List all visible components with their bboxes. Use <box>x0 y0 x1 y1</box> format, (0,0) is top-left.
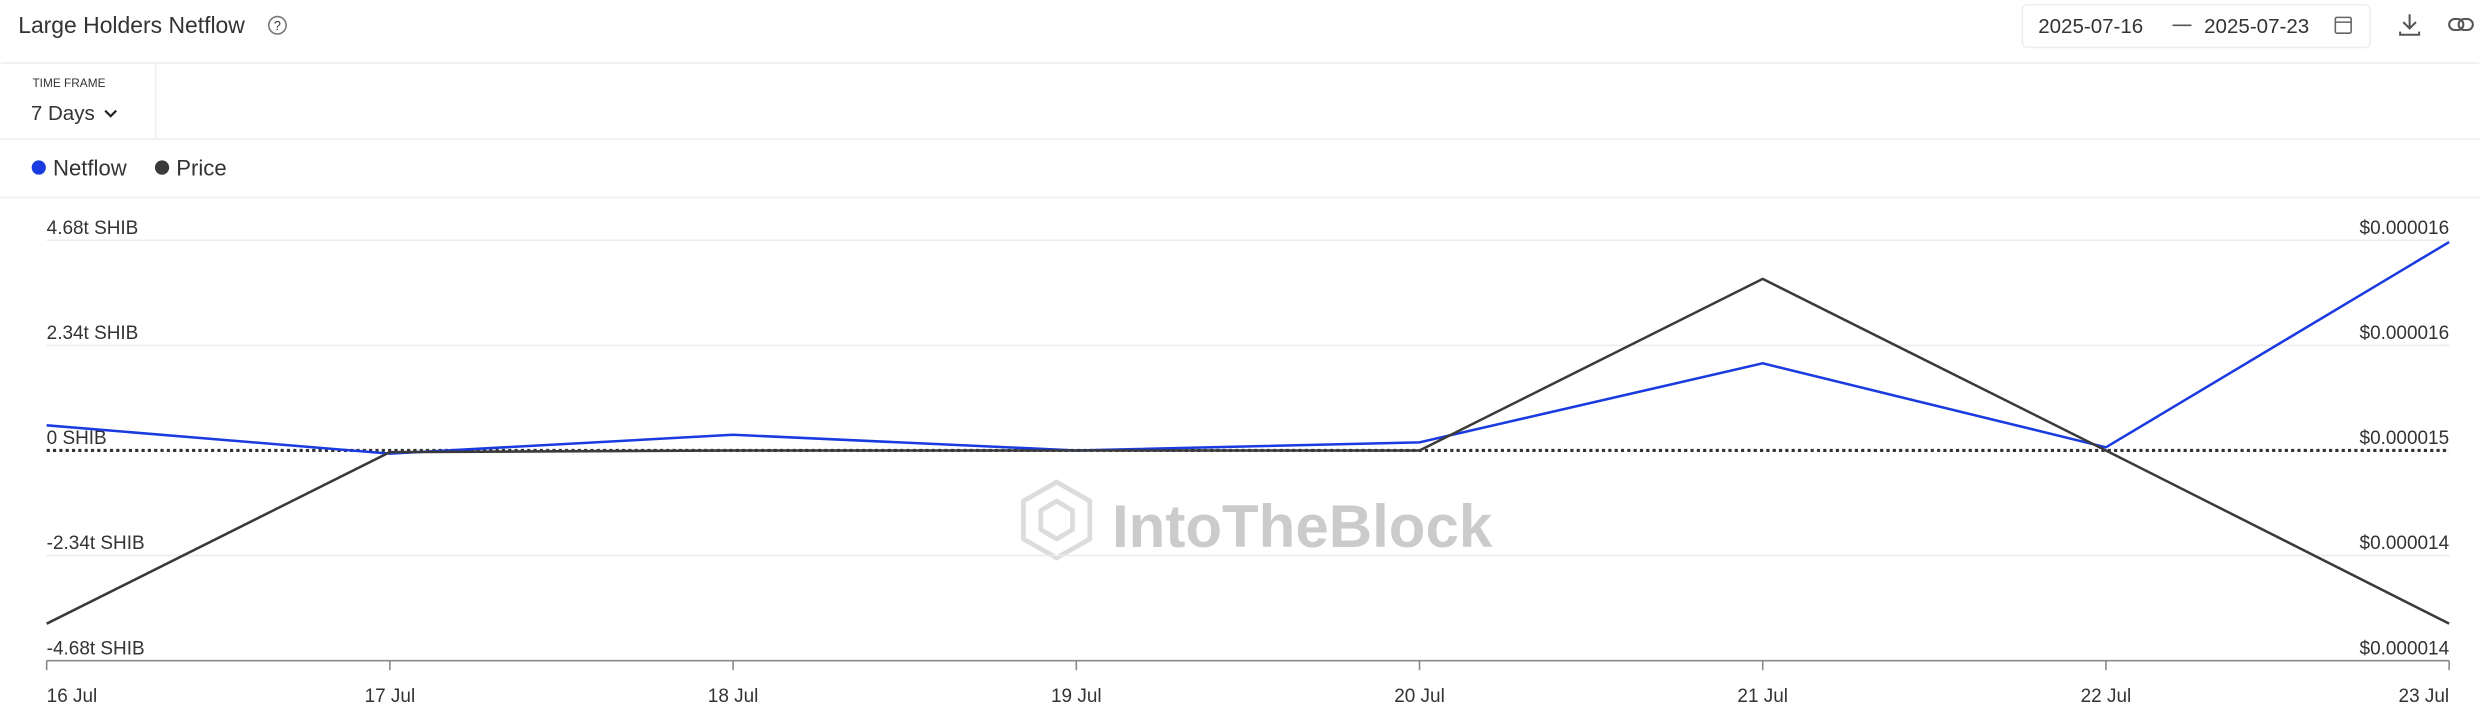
y2-tick-label: $0.000016 <box>2360 323 2450 344</box>
legend-label: Netflow <box>53 155 128 180</box>
date-from: 2025-07-16 <box>2038 15 2143 38</box>
y-tick-label: -4.68t SHIB <box>47 638 145 659</box>
date-range[interactable] <box>2021 3 2371 49</box>
legend-label: Price <box>176 155 226 180</box>
y2-tick-label: $0.000014 <box>2360 533 2450 554</box>
link-icon[interactable] <box>2448 17 2474 32</box>
x-tick-label: 17 Jul <box>365 686 416 707</box>
chart-title: Large Holders Netflow <box>18 12 245 38</box>
calendar-icon[interactable] <box>2334 16 2352 34</box>
date-to: 2025-07-23 <box>2204 15 2309 38</box>
help-icon[interactable]: ? <box>267 15 287 35</box>
legend-marker <box>31 160 46 175</box>
series-line <box>46 277 2450 625</box>
dropdown-arrow[interactable] <box>104 109 117 118</box>
y-tick-label: 2.34t SHIB <box>47 323 139 344</box>
y2-tick-label: $0.000016 <box>2360 218 2450 239</box>
x-tick-label: 16 Jul <box>47 686 98 707</box>
x-tick-label: 20 Jul <box>1394 686 1445 707</box>
watermark: IntoTheBlock <box>1021 479 1493 561</box>
time-frame[interactable]: 7 Days <box>31 102 95 125</box>
watermark-text: IntoTheBlock <box>1112 493 1493 560</box>
series-line <box>46 240 2450 455</box>
x-tick-label: 18 Jul <box>708 686 759 707</box>
download-icon[interactable] <box>2399 14 2421 36</box>
y-tick-label: 4.68t SHIB <box>47 218 139 239</box>
time-frame-label: TIME FRAME <box>32 76 105 90</box>
y2-tick-label: $0.000015 <box>2360 428 2450 449</box>
x-tick-label: 21 Jul <box>1737 686 1788 707</box>
svg-text:?: ? <box>274 19 281 33</box>
y2-tick-label: $0.000014 <box>2360 638 2450 659</box>
x-tick-label: 23 Jul <box>2399 686 2450 707</box>
x-tick-label: 19 Jul <box>1051 686 1102 707</box>
y-tick-label: -2.34t SHIB <box>47 533 145 554</box>
legend-marker <box>154 160 170 175</box>
x-tick-label: 22 Jul <box>2081 686 2132 707</box>
y-tick-label: 0 SHIB <box>47 428 107 449</box>
